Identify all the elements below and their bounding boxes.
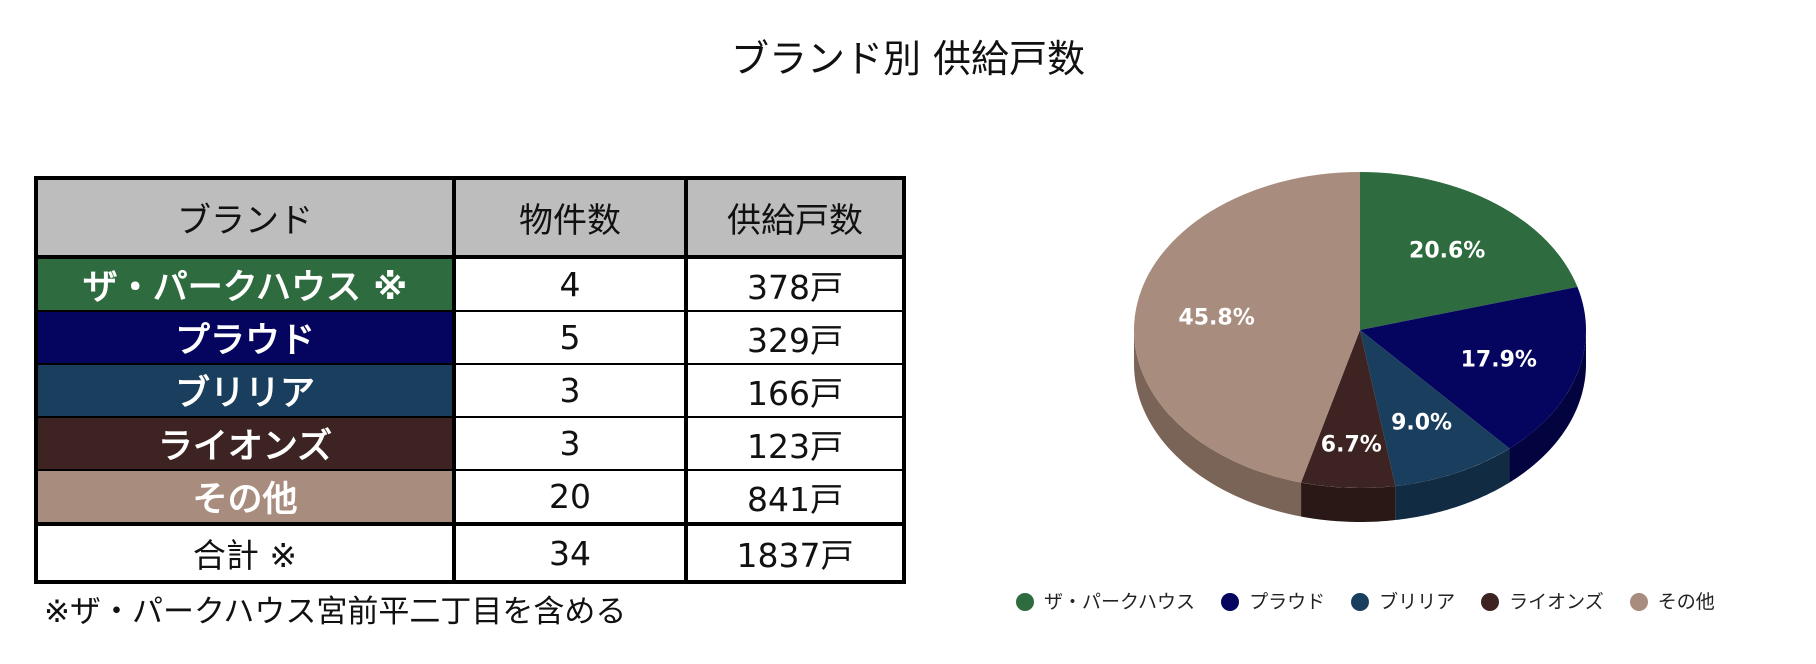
total-property-count-cell: 34 [453,522,688,583]
supply-units-cell: 166戸 [685,363,905,418]
pie-side-6.7% [1301,482,1396,522]
header-property-count: 物件数 [453,177,688,259]
legend-item: その他 [1629,588,1715,616]
property-count-cell: 4 [453,256,688,312]
brand-cell: ザ・パークハウス ※ [35,256,456,312]
pie-data-label: 9.0% [1391,411,1452,436]
brand-cell: プラウド [35,310,456,365]
pie-data-label: 45.8% [1178,306,1254,331]
pie-side-17.9% [1509,330,1586,483]
table-row: ライオンズ 3 123戸 [35,416,905,471]
legend-item: ライオンズ [1481,588,1604,616]
header-brand: ブランド [35,177,456,259]
table-footnote: ※ザ・パークハウス宮前平二丁目を含める [44,594,627,630]
pie-data-label: 6.7% [1321,433,1382,458]
pie-slice [1134,172,1360,483]
legend-label: プラウド [1249,591,1326,613]
brand-supply-table: ブランド 物件数 供給戸数 ザ・パークハウス ※ 4 378戸 プラウド 5 3… [34,176,906,584]
pie-slice [1360,330,1510,487]
chart-title: ブランド別 供給戸数 [730,37,1086,81]
header-supply-units: 供給戸数 [685,177,905,259]
legend-label: ライオンズ [1509,591,1604,613]
property-count-cell: 3 [453,363,688,418]
supply-units-cell: 329戸 [685,310,905,365]
legend-swatch [1221,593,1240,611]
total-label-cell: 合計 ※ [35,522,456,583]
pie-side-walls [1134,330,1586,522]
pie-data-label: 17.9% [1461,348,1537,373]
property-count-cell: 5 [453,310,688,365]
table-row: ブリリア 3 166戸 [35,363,905,418]
brand-cell: ライオンズ [35,416,456,471]
legend-swatch [1629,593,1648,611]
chart-legend: ザ・パークハウス プラウド ブリリア ライオンズ その他 [1016,588,1716,616]
legend-swatch [1016,593,1034,611]
table-row: プラウド 5 329戸 [35,310,905,365]
pie-slice [1360,286,1587,449]
legend-label: ザ・パークハウス [1044,591,1196,613]
supply-units-cell: 841戸 [685,469,905,525]
table-total-row: 合計 ※ 34 1837戸 [35,522,905,583]
property-count-cell: 3 [453,416,688,471]
legend-label: ブリリア [1379,591,1456,613]
legend-swatch [1481,593,1500,611]
pie-side-45.8% [1134,330,1302,517]
brand-cell: ブリリア [35,363,456,418]
legend-item: ブリリア [1351,588,1455,616]
legend-label: その他 [1657,591,1715,613]
table-header-row: ブランド 物件数 供給戸数 [35,177,905,259]
pie-slice [1360,172,1578,330]
legend-swatch [1351,593,1370,611]
pie-side-9.0% [1395,448,1510,521]
table-row: その他 20 841戸 [35,469,905,525]
property-count-cell: 20 [453,469,688,525]
legend-item: プラウド [1221,588,1325,616]
pie-data-label: 20.6% [1409,238,1485,263]
legend-item: ザ・パークハウス [1016,588,1195,616]
total-supply-units-cell: 1837戸 [685,522,905,583]
pie-slice [1301,330,1396,488]
supply-units-cell: 378戸 [685,256,905,312]
supply-units-cell: 123戸 [685,416,905,471]
brand-cell: その他 [35,469,456,525]
pie-chart: 20.6% 17.9% 9.0% 6.7% 45.8% [1134,172,1587,522]
table-row: ザ・パークハウス ※ 4 378戸 [35,256,905,312]
